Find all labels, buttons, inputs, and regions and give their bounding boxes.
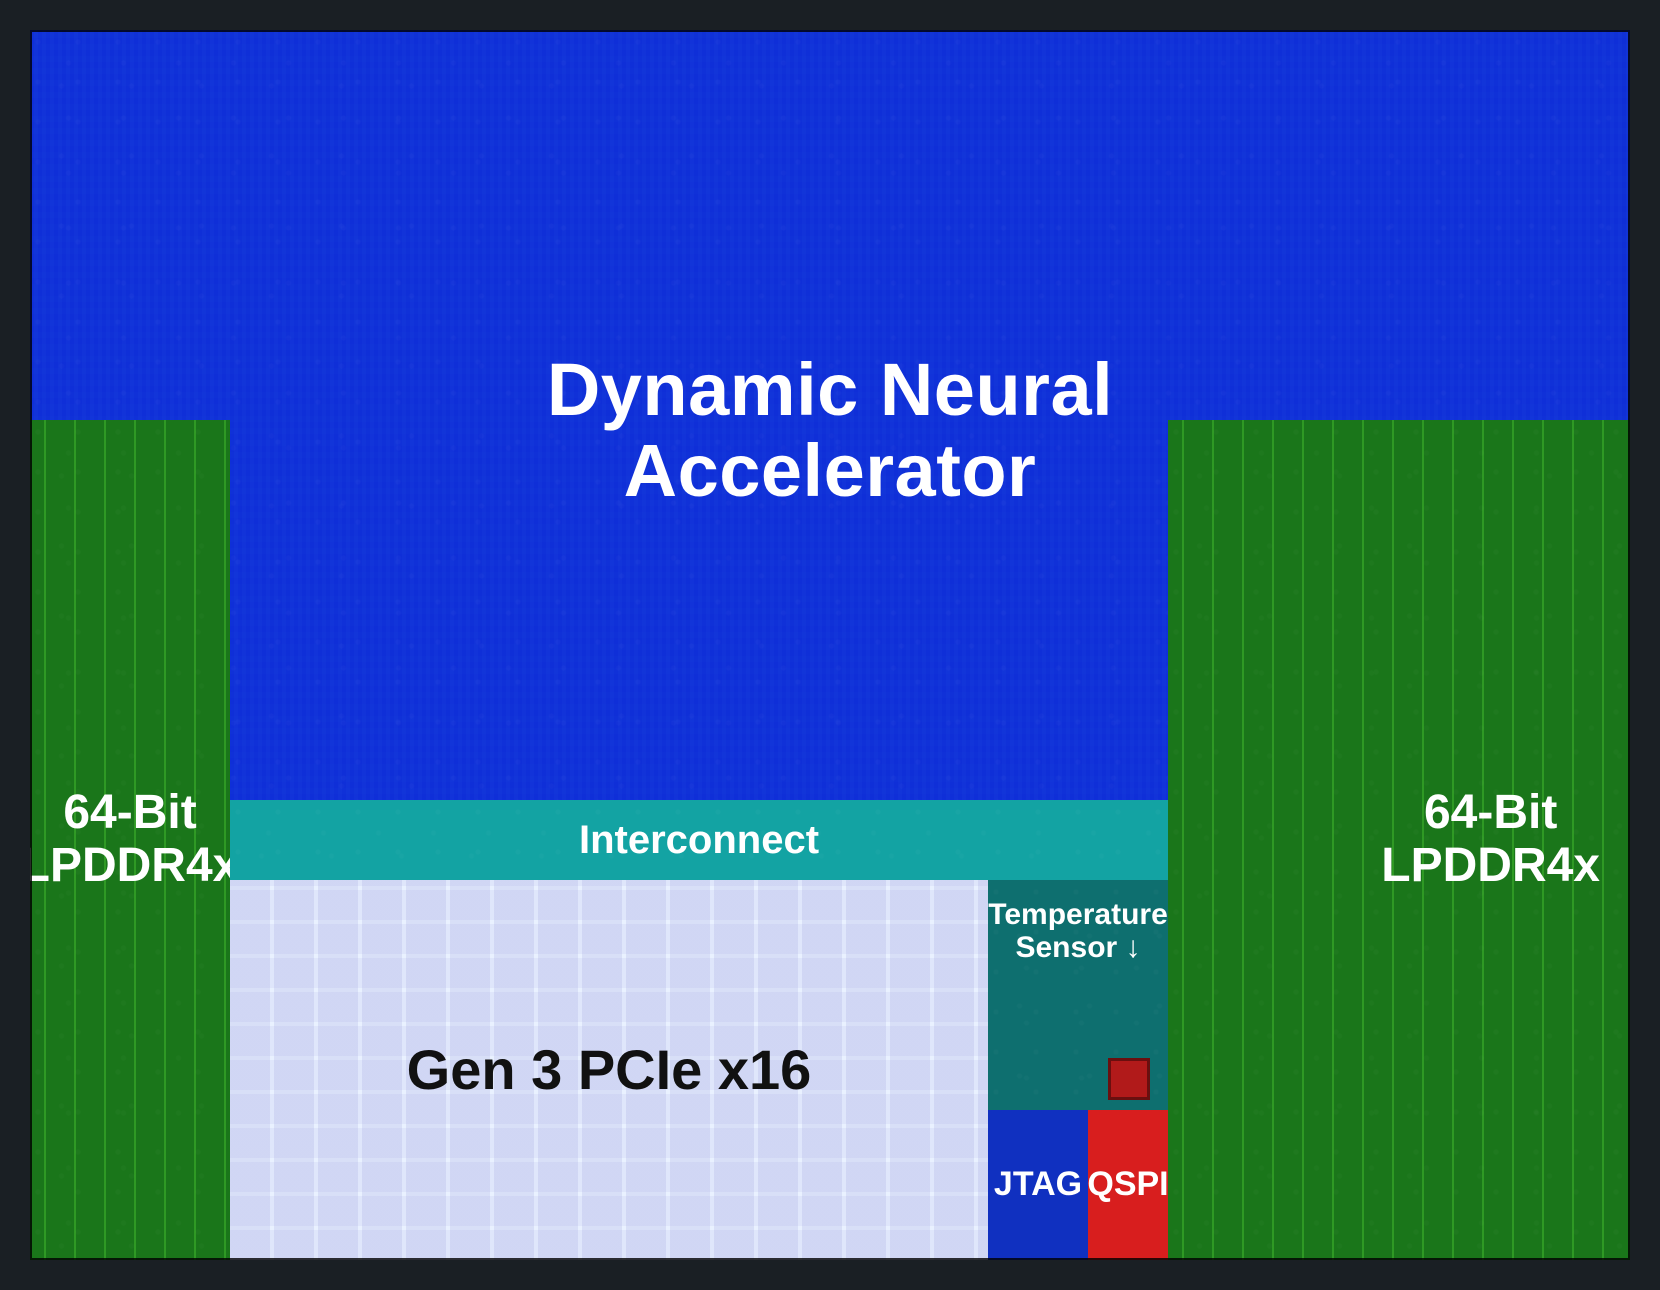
chip-die: Dynamic NeuralAccelerator 64-BitLPDDR4x …	[30, 30, 1630, 1260]
block-qspi: QSPI	[1088, 1110, 1168, 1260]
block-temperature-sensor: TemperatureSensor ↓	[988, 880, 1168, 1110]
temp-text: TemperatureSensor ↓	[988, 892, 1168, 970]
block-interconnect: Interconnect	[230, 800, 1168, 880]
dna-text: Dynamic NeuralAccelerator	[537, 343, 1123, 518]
qspi-text: QSPI	[1088, 1160, 1168, 1209]
block-lpddr-right: 64-BitLPDDR4x	[1168, 420, 1630, 1260]
diagram-stage: Dynamic NeuralAccelerator 64-BitLPDDR4x …	[0, 0, 1660, 1290]
interconnect-text: Interconnect	[569, 812, 829, 868]
pcie-text: Gen 3 PCIe x16	[397, 1033, 822, 1107]
block-pcie: Gen 3 PCIe x16	[230, 880, 988, 1260]
lpddr-left-text: 64-BitLPDDR4x	[30, 781, 230, 899]
jtag-text: JTAG	[988, 1160, 1088, 1209]
label-dynamic-neural-accelerator: Dynamic NeuralAccelerator	[230, 330, 1430, 530]
temperature-sensor-indicator	[1108, 1058, 1150, 1100]
lpddr-right-text: 64-BitLPDDR4x	[1371, 781, 1610, 899]
block-lpddr-left: 64-BitLPDDR4x	[30, 420, 230, 1260]
block-jtag: JTAG	[988, 1110, 1088, 1260]
